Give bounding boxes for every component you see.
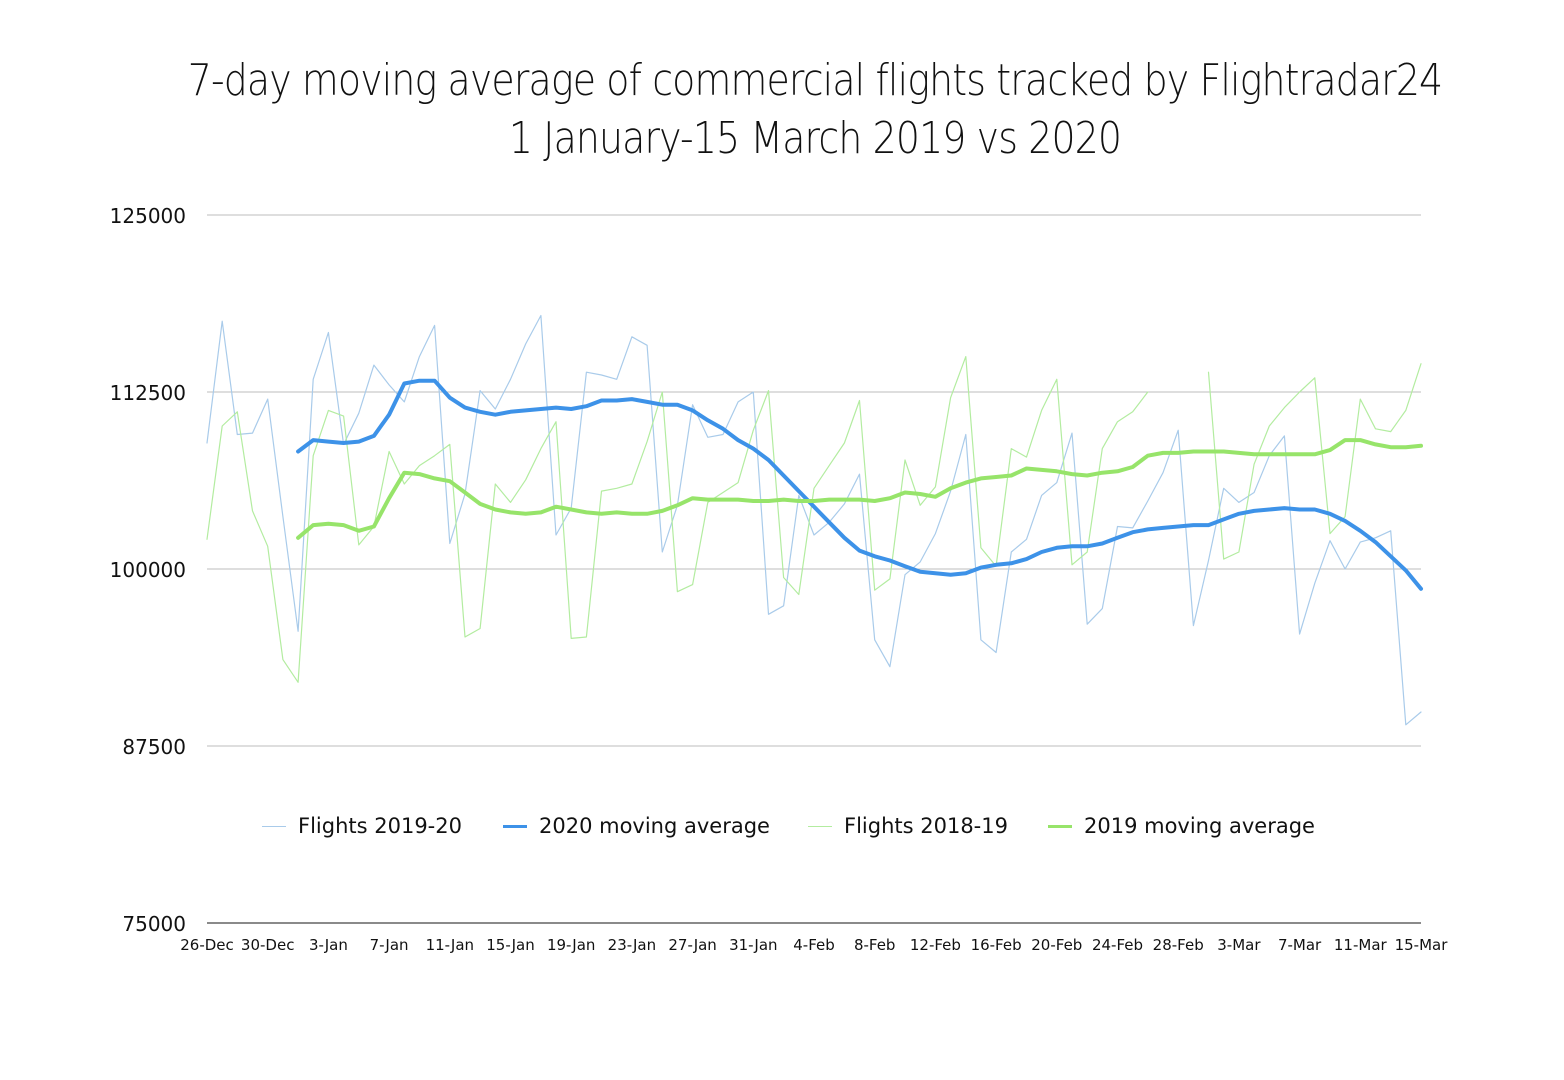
x-tick-label: 19-Jan [547,936,595,954]
x-tick-label: 11-Jan [426,936,474,954]
legend-swatch-flights-2019-20 [262,825,286,827]
legend-swatch-flights-2018-19 [808,825,832,827]
x-tick-label: 7-Mar [1278,936,1322,954]
x-tick-label: 4-Feb [793,936,835,954]
y-tick-label: 75000 [122,912,186,936]
x-axis-tick-labels: 26-Dec 30-Dec 3-Jan 7-Jan 11-Jan 15-Jan 19-Jan… [180,936,1448,954]
legend-item-2019-moving-average: 2019 moving average [1048,814,1315,838]
legend-item-flights-2019-20: Flights 2019-20 [262,814,462,838]
chart-title-line-1: 7-day moving average of commercial fligh… [187,55,1443,106]
x-tick-label: 15-Jan [486,936,534,954]
series-line-2019-moving-average [296,438,1423,540]
legend-item-flights-2018-19: Flights 2018-19 [808,814,1008,838]
x-tick-label: 15-Mar [1395,936,1449,954]
legend: Flights 2019-20 2020 moving average Flig… [0,814,1564,844]
x-tick-label: 31-Jan [729,936,777,954]
x-tick-label: 24-Feb [1092,936,1143,954]
legend-item-2020-moving-average: 2020 moving average [503,814,770,838]
chart-title: 7-day moving average of commercial fligh… [166,52,1465,168]
x-tick-label: 11-Mar [1334,936,1388,954]
y-tick-label: 87500 [122,735,186,759]
x-tick-label: 3-Mar [1217,936,1261,954]
legend-label: Flights 2019-20 [298,814,462,838]
x-tick-label: 26-Dec [180,936,234,954]
x-tick-label: 30-Dec [241,936,295,954]
legend-swatch-2020-moving-average [503,824,527,828]
gridlines [207,214,1421,924]
chart-title-line-2: 1 January-15 March 2019 vs 2020 [508,113,1122,164]
y-tick-label: 112500 [110,381,186,405]
y-tick-label: 125000 [110,204,186,228]
x-tick-label: 20-Feb [1031,936,1082,954]
x-tick-label: 16-Feb [971,936,1022,954]
legend-swatch-2019-moving-average [1048,824,1072,828]
series-line-flights-2019-20 [206,314,1422,726]
y-tick-label: 100000 [110,558,186,582]
legend-label: Flights 2018-19 [844,814,1008,838]
x-tick-label: 8-Feb [854,936,896,954]
x-tick-label: 23-Jan [608,936,656,954]
y-axis-tick-labels: 75000 87500 100000 112500 125000 [110,204,186,936]
x-tick-label: 27-Jan [668,936,716,954]
legend-label: 2019 moving average [1084,814,1315,838]
x-tick-label: 12-Feb [910,936,961,954]
x-tick-label: 28-Feb [1153,936,1204,954]
series-line-2020-moving-average [296,378,1423,591]
legend-label: 2020 moving average [539,814,770,838]
series-line-flights-2018-19 [206,356,1422,683]
x-tick-label: 3-Jan [309,936,348,954]
x-tick-label: 7-Jan [370,936,409,954]
series-lines [206,314,1423,726]
